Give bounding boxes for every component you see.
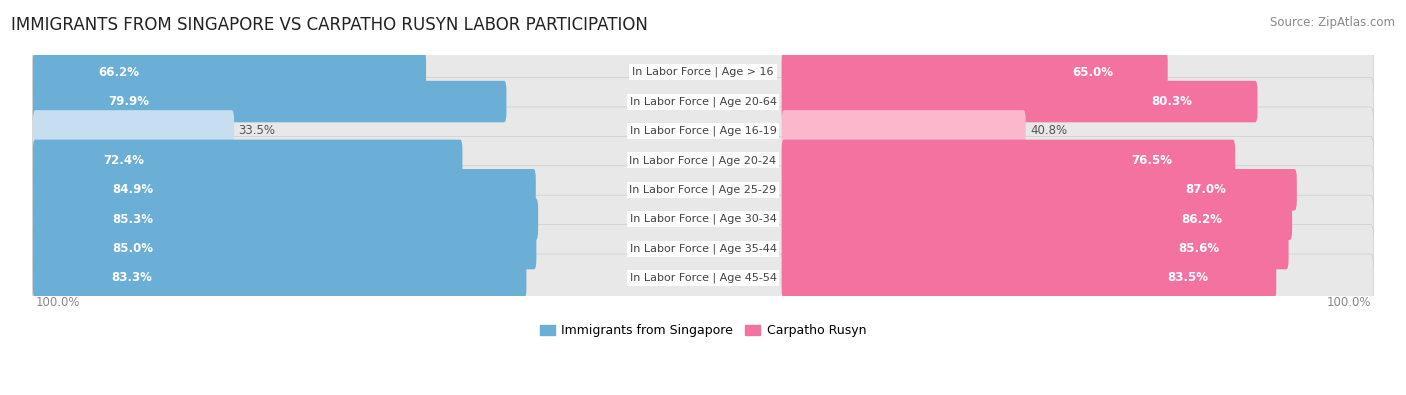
Text: 87.0%: 87.0% [1185, 183, 1226, 196]
Legend: Immigrants from Singapore, Carpatho Rusyn: Immigrants from Singapore, Carpatho Rusy… [534, 320, 872, 342]
FancyBboxPatch shape [32, 110, 235, 152]
Text: IMMIGRANTS FROM SINGAPORE VS CARPATHO RUSYN LABOR PARTICIPATION: IMMIGRANTS FROM SINGAPORE VS CARPATHO RU… [11, 16, 648, 34]
FancyBboxPatch shape [782, 81, 1257, 122]
FancyBboxPatch shape [32, 48, 1374, 96]
Text: In Labor Force | Age 16-19: In Labor Force | Age 16-19 [630, 126, 776, 136]
FancyBboxPatch shape [32, 107, 1374, 155]
Text: 85.3%: 85.3% [112, 213, 153, 226]
FancyBboxPatch shape [32, 225, 1374, 273]
Text: 84.9%: 84.9% [112, 183, 153, 196]
FancyBboxPatch shape [782, 51, 1168, 93]
Text: 79.9%: 79.9% [108, 95, 149, 108]
FancyBboxPatch shape [32, 77, 1374, 126]
Text: 66.2%: 66.2% [98, 66, 139, 79]
FancyBboxPatch shape [32, 166, 1374, 214]
Text: In Labor Force | Age 20-64: In Labor Force | Age 20-64 [630, 96, 776, 107]
FancyBboxPatch shape [32, 257, 526, 299]
FancyBboxPatch shape [32, 254, 1374, 302]
Text: 100.0%: 100.0% [1326, 295, 1371, 308]
Text: In Labor Force | Age > 16: In Labor Force | Age > 16 [633, 67, 773, 77]
FancyBboxPatch shape [782, 169, 1296, 211]
FancyBboxPatch shape [32, 228, 536, 269]
Text: In Labor Force | Age 25-29: In Labor Force | Age 25-29 [630, 184, 776, 195]
FancyBboxPatch shape [32, 169, 536, 211]
FancyBboxPatch shape [782, 228, 1288, 269]
Text: 40.8%: 40.8% [1031, 124, 1067, 137]
Text: In Labor Force | Age 20-24: In Labor Force | Age 20-24 [630, 155, 776, 166]
Text: 83.3%: 83.3% [111, 271, 152, 284]
Text: 76.5%: 76.5% [1132, 154, 1173, 167]
FancyBboxPatch shape [32, 81, 506, 122]
Text: 80.3%: 80.3% [1152, 95, 1192, 108]
Text: In Labor Force | Age 45-54: In Labor Force | Age 45-54 [630, 273, 776, 283]
FancyBboxPatch shape [32, 51, 426, 93]
FancyBboxPatch shape [32, 195, 1374, 243]
FancyBboxPatch shape [32, 136, 1374, 184]
Text: Source: ZipAtlas.com: Source: ZipAtlas.com [1270, 16, 1395, 29]
Text: In Labor Force | Age 30-34: In Labor Force | Age 30-34 [630, 214, 776, 224]
Text: 33.5%: 33.5% [239, 124, 276, 137]
Text: 86.2%: 86.2% [1181, 213, 1222, 226]
FancyBboxPatch shape [782, 110, 1026, 152]
Text: 83.5%: 83.5% [1167, 271, 1208, 284]
Text: In Labor Force | Age 35-44: In Labor Force | Age 35-44 [630, 243, 776, 254]
Text: 85.0%: 85.0% [112, 242, 153, 255]
FancyBboxPatch shape [782, 198, 1292, 240]
Text: 65.0%: 65.0% [1071, 66, 1114, 79]
Text: 85.6%: 85.6% [1178, 242, 1219, 255]
FancyBboxPatch shape [32, 139, 463, 181]
FancyBboxPatch shape [782, 257, 1277, 299]
Text: 100.0%: 100.0% [35, 295, 80, 308]
FancyBboxPatch shape [782, 139, 1236, 181]
Text: 72.4%: 72.4% [103, 154, 143, 167]
FancyBboxPatch shape [32, 198, 538, 240]
